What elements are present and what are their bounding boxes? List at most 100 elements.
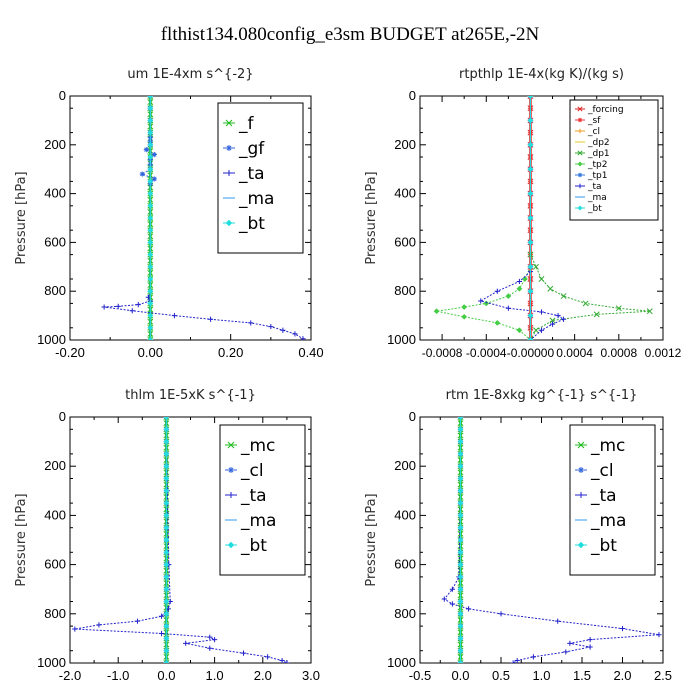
data-point (134, 618, 141, 624)
data-point (457, 573, 464, 580)
y-tick-label: 200 (44, 137, 66, 152)
legend-label: _bt (238, 214, 265, 234)
data-point (163, 524, 170, 531)
data-point (494, 319, 501, 326)
data-point (147, 337, 154, 340)
legend-label: _ma (238, 189, 274, 209)
legend: _mc _cl _ta _ma _bt (219, 424, 306, 576)
data-point (115, 303, 121, 309)
data-point (147, 227, 154, 234)
legend-label: _ta (587, 182, 602, 192)
data-point (147, 276, 154, 282)
x-tick-label: 0.0 (451, 668, 469, 683)
legend-label: _f (238, 114, 255, 134)
legend-item: _bt (225, 536, 267, 556)
data-point (527, 141, 534, 148)
data-point (457, 475, 464, 482)
panel-4: rtm 1E-8xkg kg^{-1} s^{-1} Pressure [hPa]… (364, 388, 672, 683)
data-point (139, 171, 145, 177)
legend-label: _dp1 (587, 149, 610, 159)
data-point (171, 313, 178, 319)
legend-label: _cl (590, 461, 614, 481)
data-point (163, 463, 170, 470)
data-point (147, 190, 154, 197)
data-point (527, 312, 534, 319)
legend-label: _mc (590, 436, 625, 456)
data-point (494, 288, 500, 294)
y-tick-label: 800 (394, 606, 416, 621)
data-point (279, 657, 285, 663)
legend-label: _ma (590, 511, 626, 531)
legend-item: _dp1 (575, 149, 610, 159)
y-tick-label: 1000 (387, 655, 416, 670)
y-axis-label: Pressure [hPa] (14, 171, 29, 264)
y-axis-label: Pressure [hPa] (364, 493, 379, 586)
x-tick-label: 0.5 (492, 668, 510, 683)
data-point (163, 647, 170, 654)
data-point (207, 645, 213, 651)
data-point (461, 304, 468, 311)
data-point (619, 625, 626, 632)
legend-label: _dp2 (587, 138, 610, 148)
data-point (457, 647, 464, 654)
x-tick-label: -0.00000 (507, 346, 555, 360)
data-point (163, 660, 170, 663)
data-point (538, 276, 545, 282)
y-tick-label: 400 (44, 186, 66, 201)
data-point (147, 312, 154, 319)
panel-title: thlm 1E-5xK s^{-1} (125, 388, 256, 403)
data-point (547, 285, 554, 292)
data-point (151, 151, 157, 158)
legend-label: _bt (590, 536, 617, 556)
legend-item: _tp2 (575, 160, 607, 170)
data-point (151, 176, 157, 182)
data-point (527, 337, 534, 340)
data-point (163, 475, 170, 482)
data-point (147, 117, 154, 124)
data-point (527, 215, 534, 221)
y-tick-label: 600 (44, 234, 66, 249)
series-ta (441, 417, 662, 663)
x-tick-label: 0.0 (157, 668, 175, 683)
data-point (555, 618, 561, 624)
y-tick-label: 1000 (387, 332, 416, 347)
data-point (527, 288, 534, 295)
data-point (516, 327, 523, 334)
data-point (441, 596, 447, 602)
legend-box (569, 99, 659, 221)
data-point (483, 300, 490, 307)
data-point (163, 417, 170, 420)
x-tick-label: 2.0 (254, 668, 272, 683)
data-point (163, 635, 170, 642)
data-point (646, 308, 653, 315)
legend: _mc _cl _ta _ma _bt (569, 424, 656, 576)
x-tick-label: 3.0 (302, 668, 320, 683)
legend: _forcing_sf_cl_dp2_dp1_tp2_tp1_ta_ma_bt (569, 99, 659, 221)
figure-title: flthist134.080config_e3sm BUDGET at265E,… (161, 24, 540, 45)
legend-item: _bt (223, 214, 265, 234)
data-point (457, 598, 464, 605)
panels: um 1E-4xm s^{-2} Pressure [hPa] 0 200 400 600… (14, 67, 682, 683)
data-point (163, 438, 170, 445)
data-point (527, 190, 534, 197)
data-point (510, 660, 516, 663)
series-line (104, 291, 304, 340)
y-tick-label: 200 (394, 137, 416, 152)
data-point (527, 263, 534, 270)
legend-label: _bt (240, 536, 267, 556)
legend-label: _bt (587, 204, 602, 214)
legend-label: _forcing (587, 105, 624, 115)
y-tick-label: 0 (59, 409, 66, 424)
data-point (527, 117, 534, 124)
data-point (457, 549, 464, 556)
x-tick-label: 0.20 (218, 345, 243, 360)
series-dp1 (527, 251, 653, 340)
data-point (212, 637, 218, 643)
data-point (163, 610, 170, 617)
data-point (147, 288, 154, 295)
data-point (147, 166, 154, 173)
series-tp2 (433, 263, 534, 340)
data-point (163, 586, 170, 593)
data-point (457, 500, 464, 507)
